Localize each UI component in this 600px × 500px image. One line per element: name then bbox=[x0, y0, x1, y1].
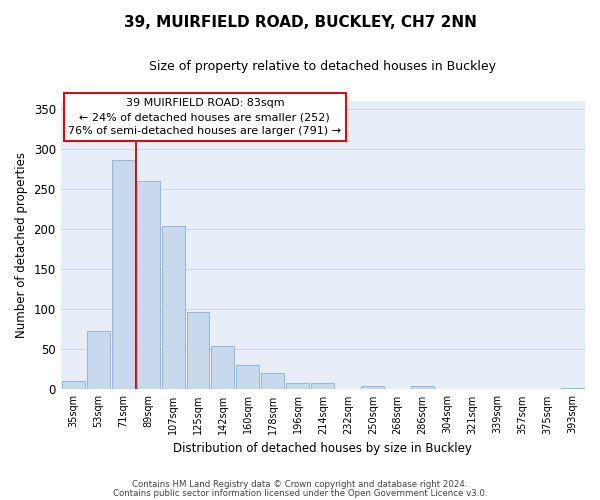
Bar bbox=[286, 383, 310, 390]
Bar bbox=[262, 372, 284, 390]
Y-axis label: Number of detached properties: Number of detached properties bbox=[15, 152, 28, 338]
Bar bbox=[62, 382, 85, 390]
X-axis label: Distribution of detached houses by size in Buckley: Distribution of detached houses by size … bbox=[173, 442, 472, 455]
Bar bbox=[561, 388, 584, 390]
Title: Size of property relative to detached houses in Buckley: Size of property relative to detached ho… bbox=[149, 60, 496, 73]
Bar bbox=[361, 386, 384, 390]
Text: Contains HM Land Registry data © Crown copyright and database right 2024.: Contains HM Land Registry data © Crown c… bbox=[132, 480, 468, 489]
Bar bbox=[161, 226, 185, 390]
Bar bbox=[187, 312, 209, 390]
Bar bbox=[311, 383, 334, 390]
Text: 39 MUIRFIELD ROAD: 83sqm
← 24% of detached houses are smaller (252)
76% of semi-: 39 MUIRFIELD ROAD: 83sqm ← 24% of detach… bbox=[68, 98, 341, 136]
Bar bbox=[112, 160, 134, 390]
Bar bbox=[236, 364, 259, 390]
Text: Contains public sector information licensed under the Open Government Licence v3: Contains public sector information licen… bbox=[113, 488, 487, 498]
Bar bbox=[411, 386, 434, 390]
Text: 39, MUIRFIELD ROAD, BUCKLEY, CH7 2NN: 39, MUIRFIELD ROAD, BUCKLEY, CH7 2NN bbox=[124, 15, 476, 30]
Bar bbox=[86, 331, 110, 390]
Bar bbox=[211, 346, 235, 390]
Bar bbox=[137, 181, 160, 390]
